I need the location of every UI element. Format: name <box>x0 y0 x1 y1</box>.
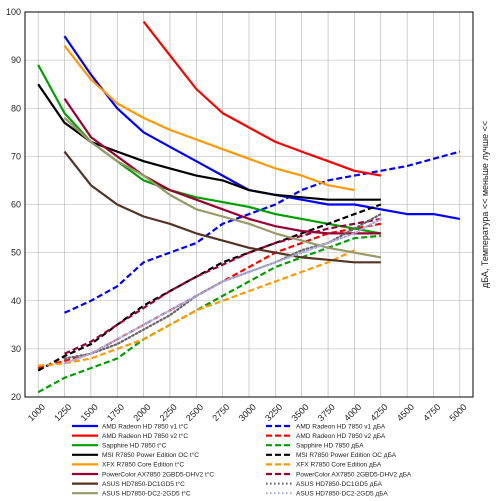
legend-label: PowerColor AX7850 2GBD5-DHV2 дБА <box>296 471 412 478</box>
series-line-4 <box>37 222 381 370</box>
y-tick-label: 50 <box>11 248 21 258</box>
x-tick-label: 2250 <box>158 402 179 423</box>
x-tick-label: 4000 <box>342 402 363 423</box>
x-tick-label: 4750 <box>421 402 442 423</box>
x-tick-label: 1000 <box>26 402 47 423</box>
series-line-5 <box>37 64 381 235</box>
x-tick-labels: 1000 1250 1500 1750 2000 2250 2500 2750 3000 3250… <box>26 402 469 423</box>
x-tick-label: 3250 <box>263 402 284 423</box>
x-tick-label: 1250 <box>52 402 73 423</box>
legend-label: XFX R7850 Core Edition t°C <box>102 461 184 469</box>
series-line-16 <box>63 217 382 365</box>
series-line-15 <box>63 117 381 259</box>
y-axis-label: дБА, Температура << меньше лучше << <box>480 121 490 288</box>
legend-label: Sapphire HD 7850 дБА <box>296 443 364 450</box>
series-line-13 <box>63 150 381 264</box>
series-line-2 <box>64 150 461 314</box>
legend-label: XFX R7850 Core Edition дБА <box>296 462 382 469</box>
x-tick-label: 1500 <box>79 402 100 423</box>
y-tick-label: 20 <box>11 392 21 402</box>
x-tick-label: 2000 <box>131 402 152 423</box>
series-line-10 <box>38 249 355 367</box>
x-tick-label: 3750 <box>316 402 337 423</box>
legend-label: PowerColor AX7850 2GBD5-DHV2 t°C <box>102 470 214 478</box>
grid-lines <box>25 11 473 398</box>
plot-frame <box>24 11 474 398</box>
x-tick-label: 5000 <box>448 402 469 423</box>
y-tick-label: 90 <box>11 55 21 65</box>
series-line-3 <box>142 20 381 177</box>
legend-label: ASUS HD7850-DC2-2GD5 t°C <box>102 490 191 498</box>
x-tick-label: 4500 <box>395 402 416 423</box>
series-line-11 <box>63 97 381 235</box>
y-tick-label: 30 <box>11 344 21 354</box>
y-tick-labels: 20 30 40 50 60 70 80 90 100 <box>6 7 21 402</box>
series-line-9 <box>63 45 355 192</box>
series-line-12 <box>64 217 382 355</box>
legend-label: Sapphire HD 7850 t°C <box>102 442 167 450</box>
x-tick-label: 2500 <box>184 402 205 423</box>
series-line-6 <box>37 234 381 394</box>
x-tick-label: 4250 <box>368 402 389 423</box>
x-tick-label: 2750 <box>210 402 231 423</box>
y-tick-label: 60 <box>11 200 21 210</box>
legend-label: MSI R7850 Power Edition OC t°C <box>102 451 199 459</box>
x-tick-label: 3000 <box>237 402 258 423</box>
legend: AMD Radeon HD 7850 v1 t°C AMD Radeon HD 7… <box>72 422 412 498</box>
legend-label: AMD Radeon HD 7850 v2 дБА <box>296 433 386 440</box>
legend-label: ASUS HD7850-DC2-2GD5 дБА <box>296 491 388 498</box>
legend-label: AMD Radeon HD 7850 v1 дБА <box>296 423 386 430</box>
y-tick-label: 80 <box>11 103 21 113</box>
series-line-7 <box>37 83 381 201</box>
legend-label: AMD Radeon HD 7850 v1 t°C <box>102 422 188 430</box>
series-lines <box>37 20 461 394</box>
x-tick-label: 3500 <box>289 402 310 423</box>
legend-label: ASUS HD7850-DC1GD5 дБА <box>296 481 383 488</box>
x-tick-label: 1750 <box>105 402 126 423</box>
y-tick-label: 70 <box>11 151 21 161</box>
y-tick-label: 40 <box>11 296 21 306</box>
legend-label: MSI R7850 Power Edition OC дБА <box>296 452 397 459</box>
legend-label: ASUS HD7850-DC1GD5 t°C <box>102 480 185 488</box>
y-tick-label: 100 <box>6 7 21 17</box>
legend-label: AMD Radeon HD 7850 v2 t°C <box>102 432 188 440</box>
